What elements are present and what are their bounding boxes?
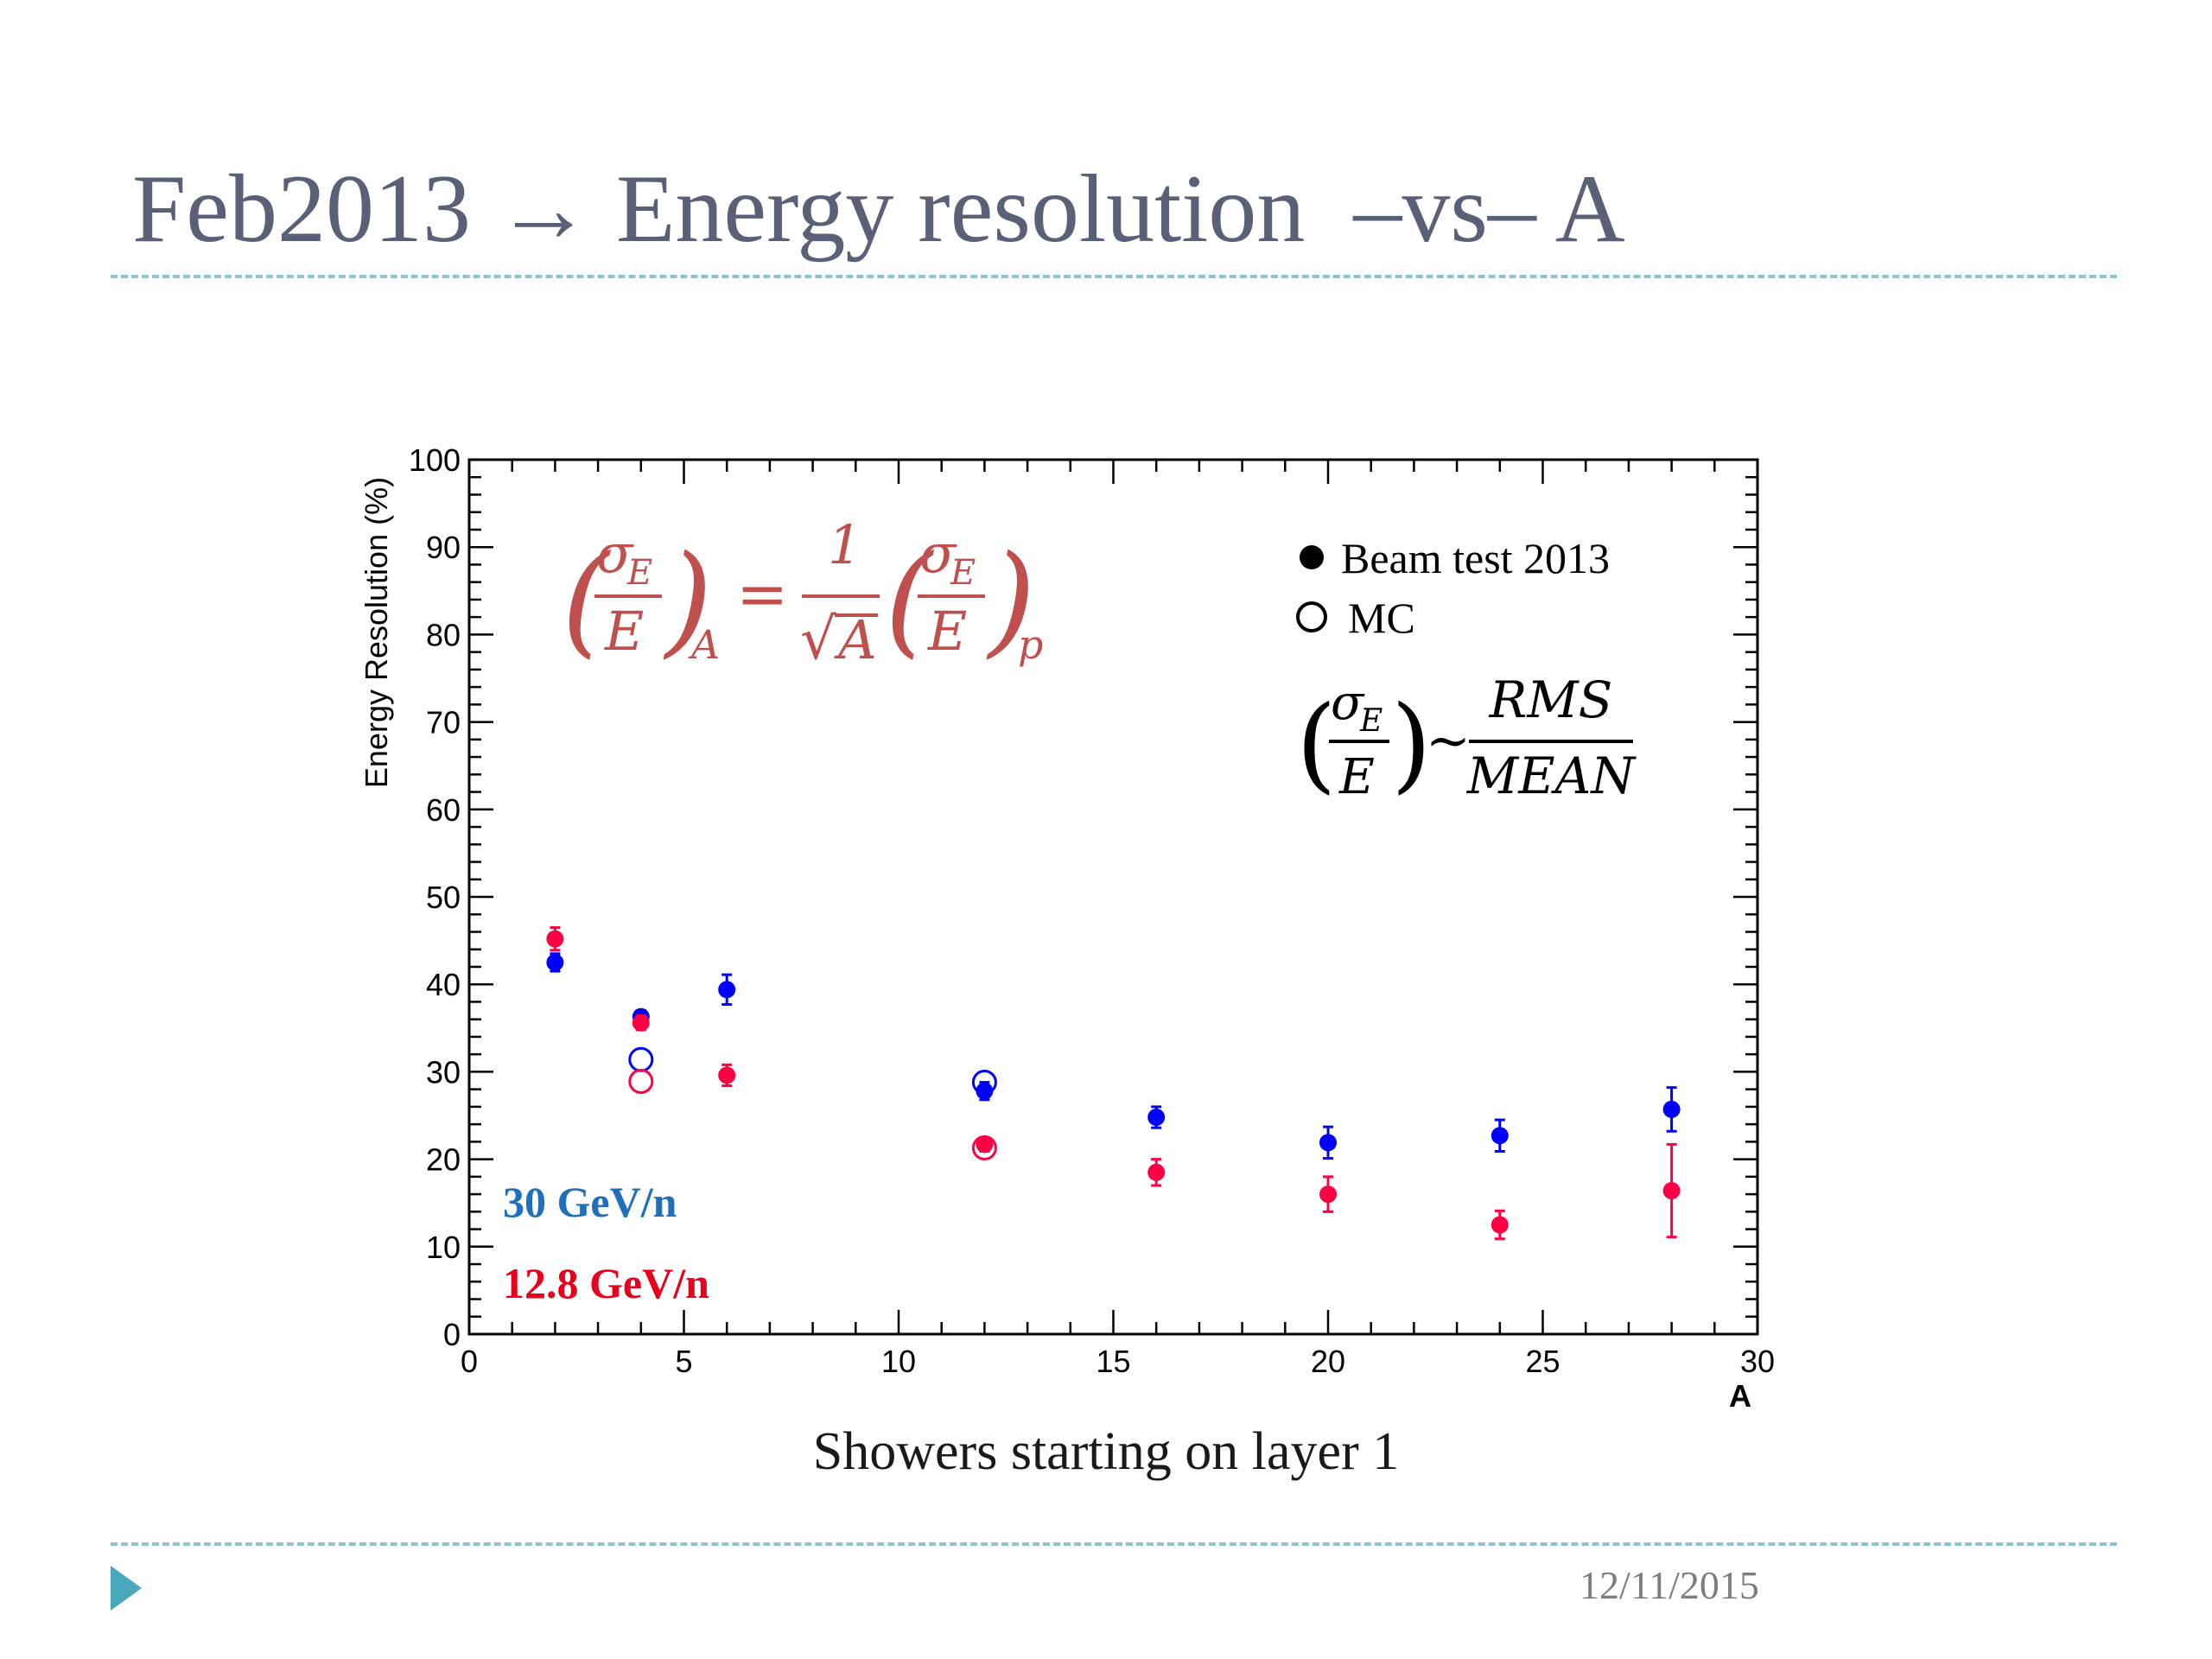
formula-left-denominator: E [604,600,644,663]
beam12-point [1662,1182,1681,1200]
title-divider [111,275,2117,278]
rms-left-paren: ( [1296,684,1337,804]
formula-left-outer-sub: A [688,621,720,668]
formula-right-sigma: σ [919,522,957,585]
mc30-point [971,1070,997,1096]
y-tick-label: 90 [426,530,461,565]
series-label-30gev: 30 GeV/n [503,1178,677,1226]
rms-denominator-E: E [1338,749,1375,805]
chart-caption: Showers starting on layer 1 [812,1422,1400,1481]
beam30-point [1319,1134,1337,1152]
y-tick-label: 70 [426,705,461,741]
beam12-point [546,930,564,948]
x-tick-label: 0 [461,1344,478,1379]
legend-mc-marker [1296,601,1327,632]
x-tick-labels: 0 5 10 15 20 25 30 [461,1344,1775,1379]
mc12-point [971,1135,997,1160]
mc30-point [628,1046,654,1072]
y-tick-label: 30 [426,1054,461,1090]
rms-tilde: ~ [1426,709,1471,772]
beam12-point [976,1135,994,1154]
formula-right-paren-close: ) [986,530,1036,671]
y-tick-label: 0 [443,1317,461,1352]
rms-numerator: RMS [1489,671,1613,729]
legend-mc-label: MC [1348,594,1415,642]
formula-right-sigma-sub: E [950,553,976,593]
axis-ticks [467,458,1759,1336]
y-tick-label: 40 [426,967,461,1002]
formula-left-right-paren: ) [663,530,713,671]
formula-left-paren: ( [562,530,612,671]
slide-date: 12/11/2015 [1580,1563,1759,1607]
beam12-point [1491,1216,1509,1234]
x-axis-label: A [1729,1378,1751,1414]
beam30-point [1491,1127,1509,1145]
formula-left-sigma-sub: E [626,553,652,593]
x-tick-label: 25 [1525,1344,1560,1379]
rms-right-paren: ) [1391,684,1432,804]
beam12-point [718,1066,736,1084]
x-tick-label: 30 [1740,1344,1775,1379]
rms-sigma-sub: E [1359,703,1382,739]
rms-mean-formula: ( σ E E ) ~ RMS MEAN [1296,671,1637,805]
y-tick-label: 50 [426,880,461,915]
formula-equals: = [736,557,788,630]
x-tick-label: 5 [675,1344,692,1379]
formula-right-paren-open: ( [885,530,935,671]
slide-title: Feb2013 → Energy resolution –vs– A [132,156,1625,263]
data-marks [546,925,1681,1241]
legend-beam-marker [1300,545,1324,569]
beam12-point [632,1014,650,1032]
beam30-point [546,953,564,971]
formula-left-sigma: σ [596,522,634,585]
y-tick-label: 100 [409,442,461,478]
formula-right-denominator: E [927,600,967,663]
beam30-point [976,1082,994,1100]
beam12-point [1147,1163,1166,1181]
beam30-point [718,981,736,999]
beam30-point [1662,1100,1681,1118]
x-tick-label: 15 [1096,1344,1130,1379]
formula-sqrt-A: A [834,608,877,671]
y-tick-label: 10 [426,1230,461,1265]
formula-right-outer-sub: p [1018,621,1043,668]
beam30-point [1147,1109,1166,1127]
formula-sqrt-sign: √ [800,606,837,672]
mc12-point [628,1069,654,1095]
series-label-12gev: 12.8 GeV/n [503,1259,709,1307]
x-tick-label: 20 [1311,1344,1345,1379]
triangle-right-icon [111,1566,142,1611]
y-tick-label: 80 [426,617,461,652]
scaling-formula: ( σ E E ) A = 1 √ A ( σ E E ) p [562,513,1043,672]
rms-denominator: MEAN [1466,747,1637,805]
y-axis-label: Energy Resolution (%) [359,477,394,788]
y-tick-label: 20 [426,1142,461,1178]
y-tick-labels: 0 10 20 30 40 50 60 70 80 90 100 [409,442,461,1352]
footer-divider [111,1542,2117,1546]
plot-area: 0 5 10 15 20 25 30 0 10 20 30 40 50 60 70 80 90 100 [409,442,1775,1379]
rms-sigma: σ [1331,675,1365,731]
legend-beam-label: Beam test 2013 [1341,534,1610,582]
x-tick-label: 10 [881,1344,916,1379]
y-tick-label: 60 [426,792,461,828]
beam12-point [1319,1185,1337,1204]
legend: Beam test 2013 MC [1296,534,1610,642]
formula-one: 1 [828,513,861,576]
